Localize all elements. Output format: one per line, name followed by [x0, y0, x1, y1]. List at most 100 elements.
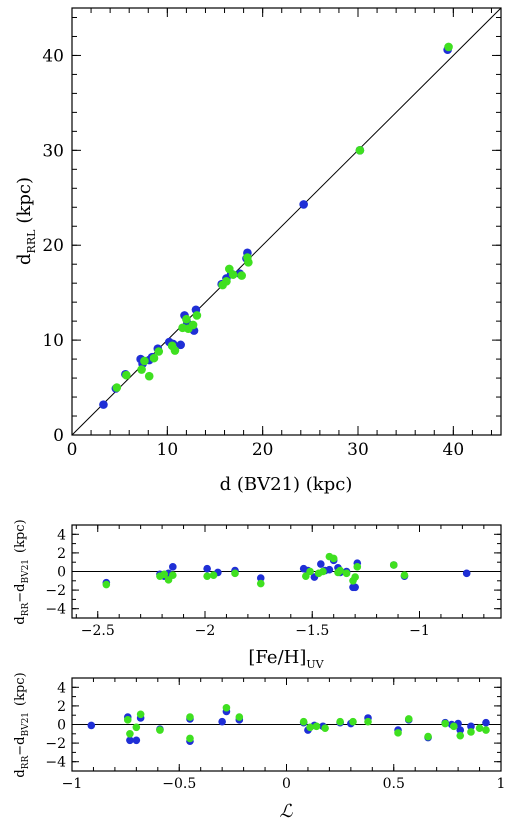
- metallicity-ytick-label: 0: [57, 565, 66, 581]
- l-parameter-green-point: [467, 728, 475, 736]
- metallicity-green-point: [160, 570, 169, 579]
- l-parameter-green-point: [475, 724, 484, 733]
- l-parameter-green-point: [186, 713, 194, 721]
- metallicity-xtick-label: −1.5: [295, 623, 329, 639]
- metallicity-x-label-sub: UV: [306, 658, 324, 671]
- main-ytick-label: 20: [42, 236, 64, 256]
- metallicity-green-point: [231, 569, 239, 578]
- main-y-label-main: d: [14, 253, 35, 265]
- l-parameter-blue-point: [456, 726, 465, 734]
- l-parameter-green-point: [404, 715, 413, 723]
- main-xtick-label: 40: [443, 440, 465, 460]
- metallicity-blue-point: [325, 565, 334, 574]
- main-green-point: [154, 347, 164, 356]
- l-parameter-green-point: [132, 723, 141, 732]
- l-parameter-green-point: [321, 724, 329, 733]
- l-parameter-green-point: [235, 713, 244, 721]
- l-parameter-ytick-label: 0: [57, 718, 66, 734]
- main-green-point: [122, 370, 131, 380]
- l-parameter-green-point: [349, 717, 357, 726]
- l-parameter-y-axis-label: dRR−dBV21(kpc): [13, 672, 31, 777]
- l-parameter-green-point: [424, 732, 432, 741]
- metallicity-blue-point: [169, 563, 177, 571]
- metallicity-axis-ticks: −2.5 −2 −1.5 −1 −4 −2 0 2 4: [45, 524, 501, 639]
- l-parameter-green-point: [186, 734, 194, 743]
- main-xtick-label: 0: [67, 440, 78, 460]
- metallicity-ytick-label: −4: [45, 602, 66, 618]
- l-parameter-blue-point: [482, 718, 490, 727]
- metallicity-blue-point: [317, 560, 325, 568]
- l-parameter-green-point: [336, 717, 344, 726]
- l-parameter-green-point: [126, 730, 134, 738]
- l-parameter-green-point: [222, 703, 231, 712]
- metallicity-ytick-label: −2: [45, 583, 66, 599]
- metallicity-green-point: [336, 566, 344, 575]
- metallicity-x-axis-label: [Fe/H]UV: [248, 647, 324, 671]
- metallicity-blue-point: [351, 583, 359, 592]
- metallicity-xtick-label: −2: [195, 623, 216, 639]
- main-green-point: [228, 270, 238, 279]
- metallicity-green-point: [353, 563, 362, 571]
- l-parameter-xtick-label: 1: [497, 776, 506, 792]
- main-green-point: [237, 271, 246, 280]
- main-plot-frame: [71, 7, 502, 436]
- main-green-point: [112, 383, 122, 392]
- metallicity-green-point: [102, 580, 111, 589]
- main-green-point: [144, 371, 154, 381]
- main-green-point: [170, 346, 180, 355]
- l-parameter-blue-point: [218, 717, 226, 726]
- metallicity-xtick-label: −2.5: [81, 623, 115, 639]
- metallicity-green-point: [342, 569, 351, 578]
- metallicity-green-point: [203, 572, 211, 580]
- l-parameter-data-points: [87, 703, 490, 746]
- metallicity-y-axis-label: dRR−dBV21(kpc): [13, 519, 31, 624]
- l-parameter-xtick-label: 0: [282, 776, 291, 792]
- l-parameter-green-point: [394, 729, 402, 737]
- l-parameter-axis-ticks: −1 −0.5 0 0.5 1 −4 −2 0 2 4: [45, 677, 506, 792]
- l-parameter-xtick-label: −1: [62, 776, 83, 792]
- metallicity-green-point: [389, 561, 398, 569]
- l-parameter-x-axis-label: ℒ: [280, 801, 294, 822]
- main-green-point: [192, 311, 202, 320]
- l-parameter-residual-panel: −1 −0.5 0 0.5 1 −4 −2 0 2 4 ℒ dRR−dBV21(kpc): [13, 672, 505, 822]
- main-xtick-label: 30: [347, 440, 369, 460]
- l-parameter-green-point: [441, 719, 450, 728]
- metallicity-ytick-label: 2: [57, 546, 66, 562]
- main-green-point: [222, 276, 231, 286]
- main-blue-point: [99, 400, 108, 409]
- l-parameter-blue-point: [132, 736, 141, 745]
- main-reference-line: [71, 7, 502, 436]
- metallicity-green-point: [329, 554, 338, 563]
- metallicity-green-point: [169, 571, 177, 580]
- main-data-points: [99, 42, 453, 409]
- main-green-point: [149, 353, 159, 363]
- l-parameter-green-point: [123, 716, 132, 724]
- l-parameter-blue-point: [87, 721, 96, 730]
- l-parameter-green-point: [306, 723, 314, 732]
- metallicity-green-point: [319, 567, 327, 576]
- l-parameter-ytick-label: 4: [57, 680, 66, 696]
- main-y-label-sub: RRL: [25, 229, 38, 254]
- main-y-axis-label: dRRL (kpc): [14, 177, 38, 265]
- main-y-label-unit: (kpc): [14, 177, 35, 224]
- l-parameter-green-point: [299, 717, 308, 726]
- l-parameter-green-point: [312, 722, 321, 731]
- main-green-point: [444, 42, 453, 52]
- l-parameter-ytick-label: 2: [57, 699, 66, 715]
- l-parameter-blue-point: [467, 722, 475, 731]
- l-parameter-xtick-label: 0.5: [383, 776, 405, 792]
- l-parameter-green-point: [136, 710, 145, 719]
- main-green-point: [188, 320, 198, 330]
- main-ytick-label: 10: [42, 331, 64, 351]
- l-parameter-xtick-label: −0.5: [162, 776, 196, 792]
- metallicity-green-point: [256, 579, 265, 588]
- l-parameter-green-point: [364, 717, 372, 726]
- main-axis-ticks: 0 10 20 30 40 0 10 20 30 40: [42, 8, 501, 460]
- metallicity-blue-point: [462, 569, 471, 578]
- l-parameter-ytick-label: −4: [45, 755, 66, 771]
- main-green-point: [355, 146, 365, 155]
- l-parameter-ytick-label: −2: [45, 736, 66, 752]
- metallicity-residual-panel: −2.5 −2 −1.5 −1 −4 −2 0 2 4 [Fe/H]UV dRR−dBV21(k…: [13, 519, 502, 671]
- main-green-point: [243, 253, 252, 262]
